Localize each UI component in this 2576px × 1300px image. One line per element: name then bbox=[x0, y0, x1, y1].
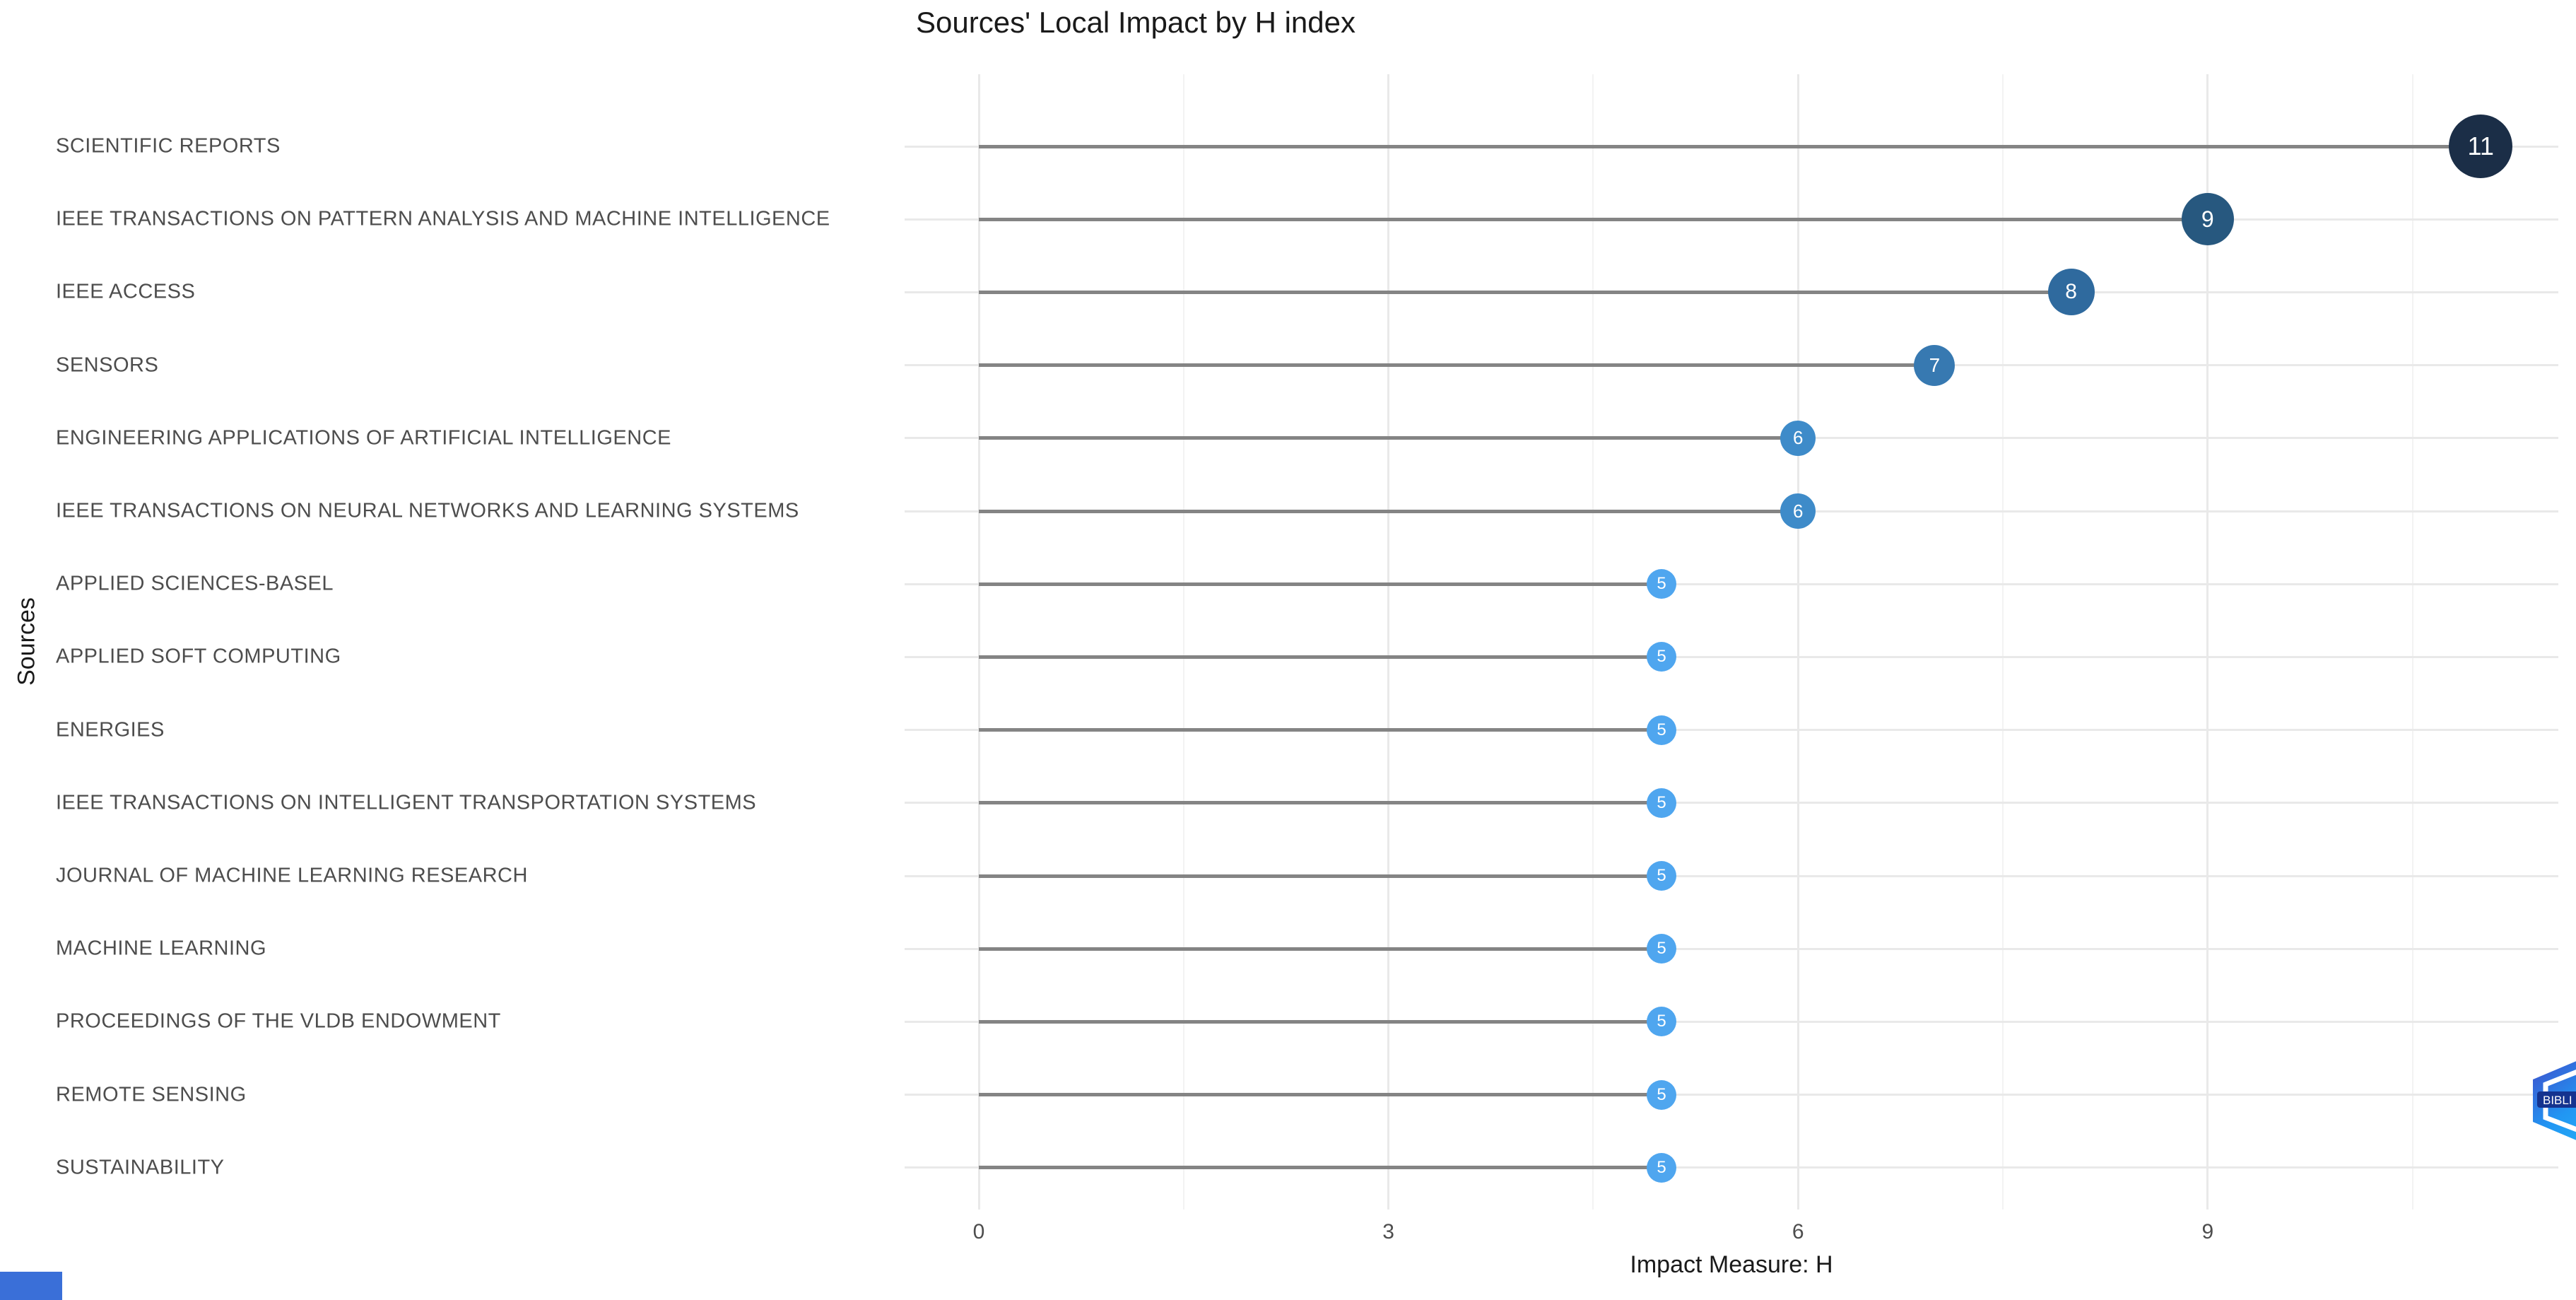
x-tick-label: 6 bbox=[1792, 1220, 1804, 1243]
minor-gridline bbox=[2411, 74, 2413, 1210]
minor-gridline bbox=[1592, 74, 1594, 1210]
source-label: SCIENTIFIC REPORTS bbox=[56, 134, 281, 158]
lollipop-stem bbox=[979, 1166, 1662, 1170]
x-axis-title: Impact Measure: H bbox=[1630, 1251, 1833, 1278]
h-index-bubble: 9 bbox=[2181, 193, 2234, 246]
source-label: APPLIED SCIENCES-BASEL bbox=[56, 572, 334, 595]
lollipop-stem bbox=[979, 436, 1799, 440]
h-index-bubble: 5 bbox=[1647, 934, 1676, 964]
lollipop-stem bbox=[979, 582, 1662, 586]
h-index-bubble: 5 bbox=[1647, 1007, 1676, 1037]
x-tick-label: 9 bbox=[2201, 1220, 2214, 1243]
row-gridline bbox=[905, 947, 2558, 950]
source-label: IEEE TRANSACTIONS ON PATTERN ANALYSIS AN… bbox=[56, 207, 830, 230]
lollipop-stem bbox=[979, 1019, 1662, 1024]
h-index-bubble: 5 bbox=[1647, 642, 1676, 672]
h-index-bubble: 5 bbox=[1647, 861, 1676, 891]
x-tick-label: 3 bbox=[1382, 1220, 1394, 1243]
h-index-bubble: 5 bbox=[1647, 715, 1676, 745]
source-label: SUSTAINABILITY bbox=[56, 1156, 225, 1179]
h-index-bubble: 5 bbox=[1647, 569, 1676, 599]
lollipop-stem bbox=[979, 1093, 1662, 1097]
logo-text: BIBLI bbox=[2543, 1094, 2572, 1107]
source-label: PROCEEDINGS OF THE VLDB ENDOWMENT bbox=[56, 1009, 501, 1033]
row-gridline bbox=[905, 1020, 2558, 1023]
row-gridline bbox=[905, 1166, 2558, 1169]
h-index-bubble: 5 bbox=[1647, 1152, 1676, 1183]
lollipop-stem bbox=[979, 217, 2208, 221]
h-index-bubble: 6 bbox=[1780, 493, 1816, 529]
source-label: REMOTE SENSING bbox=[56, 1083, 247, 1106]
lollipop-stem bbox=[979, 655, 1662, 659]
major-gridline bbox=[1387, 74, 1390, 1210]
row-gridline bbox=[905, 874, 2558, 877]
source-label: IEEE ACCESS bbox=[56, 280, 196, 303]
major-gridline bbox=[977, 74, 980, 1210]
row-gridline bbox=[905, 655, 2558, 658]
bibliometrix-logo: BIBLI bbox=[2524, 1055, 2576, 1150]
source-label: APPLIED SOFT COMPUTING bbox=[56, 645, 341, 668]
row-gridline bbox=[905, 582, 2558, 585]
row-gridline bbox=[905, 802, 2558, 804]
lollipop-stem bbox=[979, 290, 2071, 294]
source-label: JOURNAL OF MACHINE LEARNING RESEARCH bbox=[56, 864, 528, 887]
lollipop-stem bbox=[979, 947, 1662, 951]
row-gridline bbox=[905, 1094, 2558, 1096]
h-index-bubble: 5 bbox=[1647, 1079, 1676, 1110]
lollipop-stem bbox=[979, 509, 1799, 513]
lollipop-stem bbox=[979, 801, 1662, 805]
source-label: IEEE TRANSACTIONS ON INTELLIGENT TRANSPO… bbox=[56, 791, 757, 814]
lollipop-stem bbox=[979, 874, 1662, 878]
major-gridline bbox=[1796, 74, 1799, 1210]
lollipop-stem bbox=[979, 728, 1662, 732]
minor-gridline bbox=[2002, 74, 2004, 1210]
h-index-bubble: 7 bbox=[1914, 344, 1955, 386]
h-index-bubble: 6 bbox=[1780, 420, 1816, 456]
logo-band bbox=[2537, 1091, 2576, 1108]
x-tick-label: 0 bbox=[972, 1220, 985, 1243]
h-index-bubble: 11 bbox=[2449, 115, 2513, 178]
row-gridline bbox=[905, 729, 2558, 732]
major-gridline bbox=[2206, 74, 2209, 1210]
h-index-bubble: 5 bbox=[1647, 787, 1676, 818]
corner-accent bbox=[0, 1272, 62, 1300]
h-index-bubble: 8 bbox=[2047, 269, 2095, 316]
minor-gridline bbox=[1182, 74, 1184, 1210]
source-label: ENGINEERING APPLICATIONS OF ARTIFICIAL I… bbox=[56, 426, 671, 450]
source-label: SENSORS bbox=[56, 353, 159, 377]
source-label: ENERGIES bbox=[56, 718, 165, 742]
lollipop-stem bbox=[979, 363, 1935, 368]
lollipop-stem bbox=[979, 144, 2481, 148]
source-label: MACHINE LEARNING bbox=[56, 937, 267, 960]
bibliometrix-logo-icon: BIBLI bbox=[2533, 1061, 2576, 1140]
chart-title: Sources' Local Impact by H index bbox=[916, 6, 1355, 39]
source-label: IEEE TRANSACTIONS ON NEURAL NETWORKS AND… bbox=[56, 499, 799, 522]
y-axis-title: Sources bbox=[13, 597, 40, 686]
